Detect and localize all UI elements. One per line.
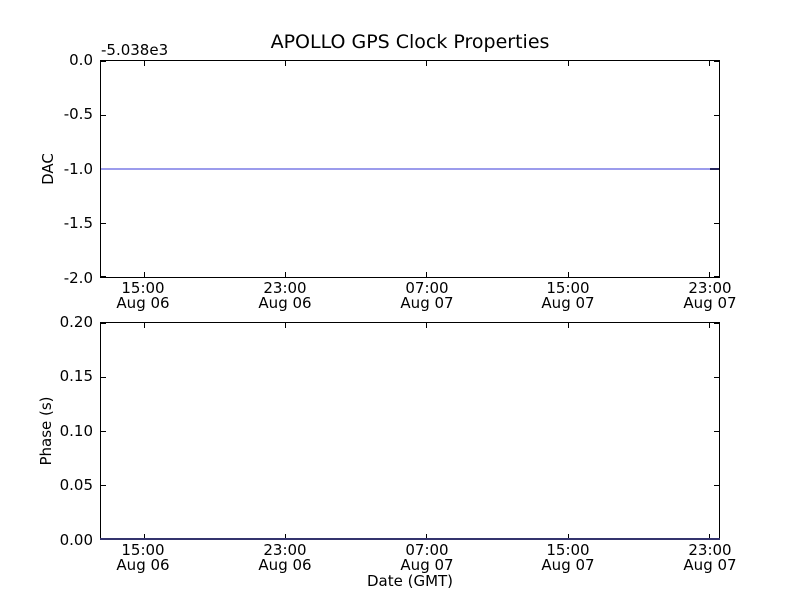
tick-mark	[714, 61, 719, 62]
x-tick-date: Aug 07	[541, 556, 595, 574]
x-tick-time: 15:00	[546, 279, 590, 297]
tick-mark	[709, 61, 711, 66]
tick-mark	[714, 485, 719, 486]
x-tick-label: 15:00 Aug 07	[523, 281, 613, 311]
tick-mark	[285, 534, 287, 539]
x-tick-date: Aug 06	[116, 294, 170, 312]
y-tick-label: -1.5	[63, 214, 93, 232]
x-tick-label: 15:00 Aug 06	[98, 543, 188, 573]
tick-mark	[426, 323, 428, 328]
y-axis-offset-label: -5.038e3	[101, 41, 169, 59]
tick-mark	[143, 534, 145, 539]
x-tick-time: 23:00	[688, 279, 732, 297]
tick-mark	[709, 323, 711, 328]
y-tick-label: 0.00	[59, 531, 93, 549]
tick-mark	[101, 223, 106, 224]
x-tick-time: 15:00	[546, 541, 590, 559]
dac-line-end-segment	[710, 168, 719, 170]
tick-mark	[714, 115, 719, 116]
x-tick-date: Aug 06	[116, 556, 170, 574]
y-tick-label: -1.0	[63, 160, 93, 178]
x-tick-label: 23:00 Aug 07	[665, 281, 755, 311]
tick-mark	[285, 61, 287, 66]
phase-plot-area	[100, 322, 720, 540]
tick-mark	[567, 272, 569, 277]
y-tick-label: 0.0	[69, 51, 93, 69]
x-tick-label: 23:00 Aug 06	[240, 281, 330, 311]
y-tick-label: 0.05	[59, 476, 93, 494]
tick-mark	[567, 534, 569, 539]
x-tick-date: Aug 07	[400, 556, 454, 574]
tick-mark	[101, 323, 106, 324]
x-tick-label: 23:00 Aug 07	[665, 543, 755, 573]
x-tick-time: 15:00	[121, 279, 165, 297]
tick-mark	[709, 534, 711, 539]
x-tick-label: 23:00 Aug 06	[240, 543, 330, 573]
tick-mark	[714, 377, 719, 378]
x-tick-label: 07:00 Aug 07	[382, 281, 472, 311]
y-tick-label: 0.10	[59, 422, 93, 440]
tick-mark	[143, 61, 145, 66]
tick-mark	[426, 534, 428, 539]
dac-line-series	[101, 168, 719, 170]
y-tick-label: -2.0	[63, 269, 93, 287]
x-tick-date: Aug 06	[258, 294, 312, 312]
tick-mark	[101, 431, 106, 432]
x-tick-time: 23:00	[263, 279, 307, 297]
y-tick-label: -0.5	[63, 105, 93, 123]
x-tick-date: Aug 07	[541, 294, 595, 312]
tick-mark	[101, 61, 106, 62]
y-tick-label: 0.20	[59, 313, 93, 331]
tick-mark	[714, 323, 719, 324]
x-tick-date: Aug 06	[258, 556, 312, 574]
x-tick-time: 23:00	[263, 541, 307, 559]
x-tick-label: 15:00 Aug 06	[98, 281, 188, 311]
tick-mark	[143, 272, 145, 277]
tick-mark	[143, 323, 145, 328]
x-tick-time: 07:00	[405, 279, 449, 297]
x-tick-time: 07:00	[405, 541, 449, 559]
x-tick-date: Aug 07	[683, 294, 737, 312]
x-tick-date: Aug 07	[683, 556, 737, 574]
phase-y-axis-label: Phase (s)	[37, 396, 55, 466]
x-axis-label: Date (GMT)	[366, 572, 454, 590]
dac-plot-area	[100, 60, 720, 278]
tick-mark	[101, 276, 106, 277]
tick-mark	[426, 61, 428, 66]
tick-mark	[714, 276, 719, 277]
tick-mark	[285, 272, 287, 277]
tick-mark	[285, 323, 287, 328]
x-tick-date: Aug 07	[400, 294, 454, 312]
x-tick-time: 15:00	[121, 541, 165, 559]
tick-mark	[709, 272, 711, 277]
tick-mark	[101, 115, 106, 116]
tick-mark	[714, 223, 719, 224]
y-tick-label: 0.15	[59, 367, 93, 385]
tick-mark	[714, 431, 719, 432]
x-tick-time: 23:00	[688, 541, 732, 559]
dac-y-axis-label: DAC	[39, 153, 57, 185]
x-tick-label: 07:00 Aug 07	[382, 543, 472, 573]
tick-mark	[567, 61, 569, 66]
tick-mark	[101, 485, 106, 486]
tick-mark	[101, 377, 106, 378]
phase-line-series	[100, 538, 720, 540]
tick-mark	[426, 272, 428, 277]
tick-mark	[567, 323, 569, 328]
chart-title: APOLLO GPS Clock Properties	[270, 31, 550, 53]
x-tick-label: 15:00 Aug 07	[523, 543, 613, 573]
